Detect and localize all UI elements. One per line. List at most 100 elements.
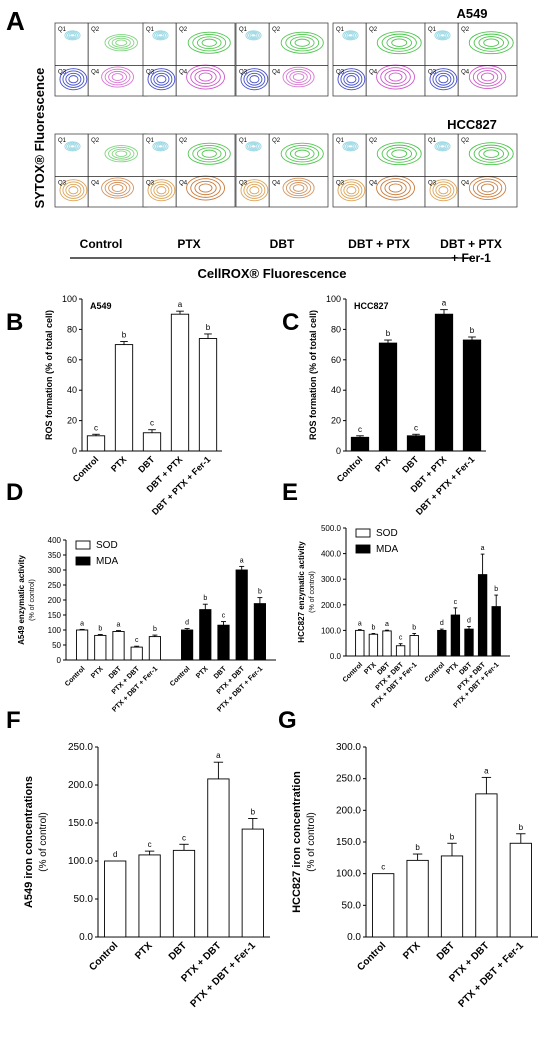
flow-contour-q4 (380, 178, 411, 198)
bar (86, 435, 106, 452)
y-tick-label: 300.0 (321, 575, 342, 584)
y-tick-label: 80 (67, 324, 77, 334)
bar (241, 828, 264, 938)
flow-contour-q3 (337, 179, 366, 202)
flow-contour-q4 (480, 72, 495, 82)
flow-plot-0-4: Q1 Q2 Q3 Q4 (424, 22, 518, 97)
flow-plot-1-1: Q1 Q2 Q3 Q4 (142, 133, 236, 208)
y-tick-label: 0.0 (347, 932, 361, 943)
panel-letter-g: G (278, 707, 297, 734)
x-tick-label: Control (342, 661, 365, 684)
y-tick-label: 150 (48, 611, 62, 620)
y-tick-label: 80 (331, 324, 341, 334)
flow-contour-q3 (432, 70, 455, 88)
flow-contour-q3 (246, 183, 263, 197)
flow-plot-1-3: Q1 Q2 Q3 Q4 (332, 133, 426, 208)
significance-letter: c (150, 419, 154, 428)
flow-contour-q2 (381, 144, 417, 163)
bar (372, 873, 395, 938)
y-axis-label: ROS formation (% of total cell) (308, 310, 318, 440)
flow-contour-q4 (289, 182, 308, 194)
flow-contour-q1 (247, 142, 260, 151)
flow-contour-q2 (468, 31, 514, 55)
flow-quadrant-label: Q4 (179, 69, 188, 75)
flow-quadrant-label: Q2 (91, 27, 100, 33)
bar (509, 842, 532, 938)
flow-condition-label: DBT + PTX (440, 237, 502, 251)
y-tick-label: 200 (48, 596, 62, 605)
y-tick-label: 40 (331, 385, 341, 395)
y-tick-label: 400.0 (321, 550, 342, 559)
flow-contour-q1 (248, 32, 259, 39)
significance-letter: d (440, 620, 444, 627)
y-tick-label: 50.0 (342, 900, 362, 911)
significance-letter: b (206, 323, 211, 332)
flow-contour-q3 (337, 68, 366, 91)
flow-row-label-hcc827: HCC827 (447, 117, 497, 132)
significance-letter: c (454, 599, 458, 606)
bar (434, 313, 454, 452)
flow-contour-q3 (65, 72, 82, 86)
bar (350, 436, 370, 452)
bar (76, 629, 89, 661)
legend-swatch-mda (355, 544, 371, 554)
flow-contour-q1 (245, 30, 262, 41)
y-tick-label: 60 (331, 355, 341, 365)
flow-contour-q2 (386, 147, 413, 161)
flow-contour-q3 (243, 70, 266, 88)
y-tick-label: 0 (336, 446, 341, 456)
flow-quadrant-label: Q2 (272, 27, 281, 33)
flow-contour-q3 (147, 68, 176, 91)
flow-quadrant-label: Q4 (179, 180, 188, 186)
flow-contour-q1 (152, 30, 169, 41)
flow-contour-q2 (104, 145, 138, 163)
significance-letter: b (153, 626, 157, 633)
chart-panel-c: C ROS formation (% of total cell) 0 20 40 60 8… (282, 294, 486, 517)
flow-quadrant-label: Q4 (91, 180, 100, 186)
bar (491, 606, 501, 657)
significance-letter: d (185, 620, 189, 627)
flow-contour-q3 (435, 183, 452, 197)
significance-letter: a (358, 621, 362, 628)
chart-panel-f: F A549 iron concentrations (% of control) 0… (6, 707, 270, 1010)
flow-contour-q2 (192, 34, 227, 52)
significance-letter: b (98, 626, 102, 633)
x-tick-label: Control (335, 454, 365, 484)
flow-quadrant-label: Q1 (239, 27, 248, 33)
bar (475, 793, 498, 938)
bar (355, 629, 365, 657)
flow-contour-q3 (346, 186, 357, 195)
flow-quadrant-label: Q4 (461, 69, 470, 75)
x-tick-label: Control (355, 940, 388, 973)
flow-contour-q1 (69, 33, 76, 38)
bar (112, 631, 125, 661)
flow-contour-q1 (345, 143, 356, 150)
flow-quadrant-label: Q1 (336, 27, 345, 33)
flow-contour-q1 (344, 142, 357, 151)
bar (170, 313, 190, 452)
legend-label-mda: MDA (376, 544, 399, 555)
flow-quadrant-label: Q2 (179, 138, 188, 144)
x-tick-label: Control (169, 665, 192, 688)
x-tick-label: PTX + DBT + Fer-1 (456, 940, 526, 1010)
flow-quadrant-label: Q3 (239, 69, 248, 75)
bar (148, 636, 161, 661)
bar (94, 634, 107, 661)
flow-contour-q3 (68, 186, 79, 195)
flow-contour-q3 (150, 70, 173, 88)
flow-contour-q1 (66, 142, 79, 151)
flow-contour-q1 (342, 30, 359, 41)
flow-quadrant-label: Q4 (91, 69, 100, 75)
flow-contour-q3 (59, 179, 88, 202)
significance-letter: c (148, 840, 152, 849)
legend-label-sod: SOD (376, 528, 398, 539)
y-tick-label: 150.0 (336, 837, 361, 848)
significance-letter: a (240, 557, 244, 564)
flow-contour-q3 (343, 72, 360, 86)
flow-contour-q3 (59, 68, 88, 91)
significance-letter: d (467, 618, 471, 625)
flow-contour-q2 (478, 147, 505, 161)
significance-letter: a (117, 622, 121, 629)
bar (477, 574, 488, 657)
flow-plot-0-1: Q1 Q2 Q3 Q4 (142, 22, 236, 97)
